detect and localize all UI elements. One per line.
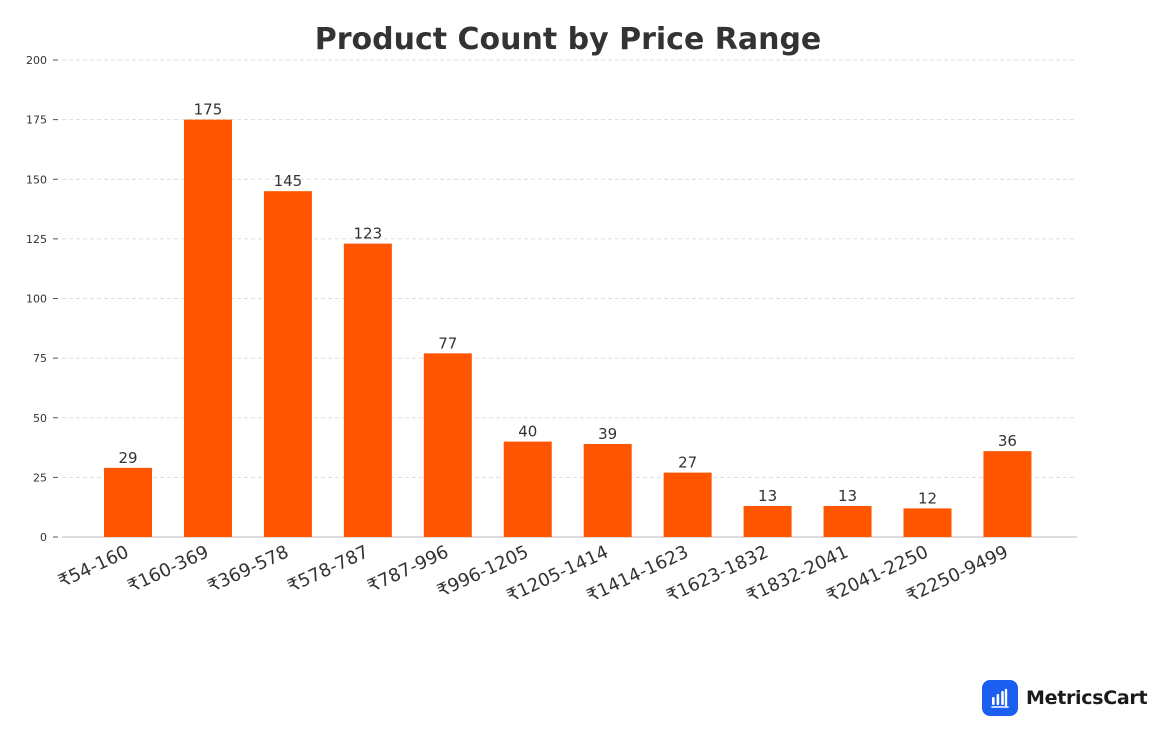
bars [104,119,1032,538]
data-label: 13 [838,487,857,505]
x-tick-label: ₹54-160 [55,541,132,592]
bar [423,353,472,537]
y-tick-label: 200 [26,54,47,67]
bar [263,191,312,538]
y-tick-label: 75 [33,352,47,365]
brand-name: MetricsCart [1026,687,1148,709]
bar [983,451,1032,537]
data-label: 77 [438,334,457,352]
bar [743,505,792,537]
x-tick-label: ₹369-578 [205,541,292,597]
y-tick-label: 150 [26,173,47,186]
y-tick-label: 175 [26,114,47,127]
data-labels: 29 175 145 123 77 40 39 27 13 13 12 36 [118,101,1017,508]
y-tick-label: 125 [26,233,47,246]
data-label: 123 [354,225,383,243]
bar [503,441,552,537]
x-axis: ₹54-160₹160-369₹369-578₹578-787₹787-996₹… [55,541,1011,606]
data-label: 36 [998,432,1017,450]
bar [343,243,392,537]
data-label: 27 [678,454,697,472]
x-tick-label: ₹578-787 [285,541,372,597]
bar [183,119,232,537]
data-label: 29 [118,449,137,467]
x-tick-label: ₹160-369 [125,541,212,597]
bar [823,505,872,537]
y-tick-label: 100 [26,293,47,306]
y-tick-label: 50 [33,412,47,425]
data-label: 175 [194,101,223,119]
data-label: 12 [918,489,937,507]
y-tick-label: 25 [33,471,47,484]
bar [903,508,952,537]
bar [104,467,152,537]
data-label: 145 [274,172,303,190]
bar-chart-icon [982,680,1018,716]
brand-logo: MetricsCart [982,680,1148,716]
data-label: 39 [598,425,617,443]
data-label: 13 [758,487,777,505]
y-tick-label: 0 [40,531,47,544]
bar [583,443,632,537]
data-label: 40 [518,423,537,441]
chart-title: Product Count by Price Range [315,22,822,57]
bar [663,472,712,537]
